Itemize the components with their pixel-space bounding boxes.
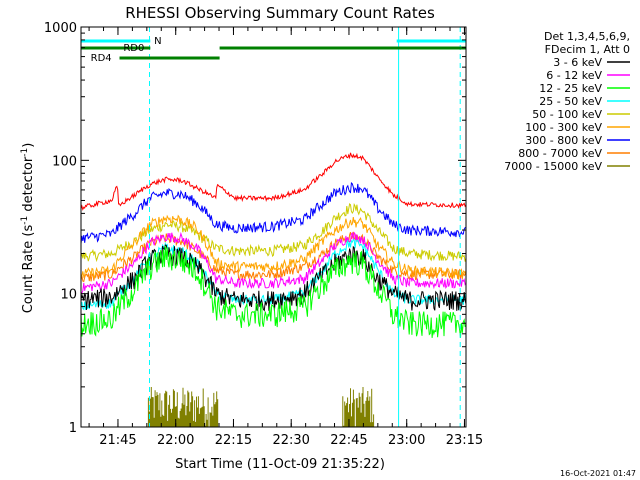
legend: Det 1,3,4,5,6,9,FDecim 1, Att 03 - 6 keV… — [504, 30, 630, 173]
y-axis-label-part1: Count Rate (s — [21, 225, 36, 314]
x-tick-label-2230: 22:30 — [272, 433, 309, 448]
y-tick-label-10: 10 — [60, 288, 77, 303]
x-axis-label: Start Time (11-Oct-09 21:35:22) — [175, 457, 385, 472]
legend-header-1: Det 1,3,4,5,6,9, — [544, 30, 630, 43]
series-50-100-kev — [80, 203, 467, 263]
y-tick-label-1000: 1000 — [44, 21, 77, 36]
legend-header-2: FDecim 1, Att 0 — [545, 43, 630, 56]
x-tick-label-2215: 22:15 — [215, 433, 252, 448]
legend-label-4: 25 - 50 keV — [539, 95, 602, 108]
y-axis-ticks: 1 10 100 1000 — [44, 21, 466, 436]
legend-label-7: 300 - 800 keV — [525, 134, 602, 147]
series-100-300-kev — [80, 214, 467, 281]
series-300-800-kev — [80, 181, 467, 244]
burst-1 — [147, 387, 219, 427]
series-red-trace — [80, 152, 467, 211]
series-6-12-kev — [80, 231, 467, 294]
x-axis-ticks: 21:45 22:00 22:15 22:30 22:45 23:00 23:15 — [88, 27, 483, 448]
x-tick-label-2200: 22:00 — [157, 433, 194, 448]
series-12-25-kev — [80, 245, 467, 338]
y-axis-label: Count Rate (s-1 detector-1) — [20, 143, 36, 314]
legend-label-9: 7000 - 15000 keV — [504, 160, 602, 173]
x-tick-label-2245: 22:45 — [330, 433, 367, 448]
plot-frame — [80, 26, 467, 428]
flag-label-n: N — [154, 36, 161, 47]
chart-title: RHESSI Observing Summary Count Rates — [125, 4, 435, 22]
y-axis-label-part2: detector — [21, 156, 36, 216]
x-tick-label-2315: 23:15 — [446, 433, 483, 448]
y-axis-label-sup2: -1 — [20, 148, 30, 157]
plot-area: N RD0 RD4 — [80, 27, 467, 427]
y-tick-label-1: 1 — [69, 421, 77, 436]
legend-label-5: 50 - 100 keV — [532, 108, 602, 121]
legend-label-3: 12 - 25 keV — [539, 82, 602, 95]
y-tick-label-100: 100 — [52, 154, 77, 169]
footer-timestamp: 16-Oct-2021 01:47 — [560, 469, 636, 478]
series-3-6-kev — [80, 244, 467, 312]
flag-label-rd0: RD0 — [123, 43, 144, 54]
legend-label-1: 3 - 6 keV — [553, 56, 602, 69]
legend-label-8: 800 - 7000 keV — [518, 147, 602, 160]
x-tick-label-2300: 23:00 — [388, 433, 425, 448]
x-tick-label-2145: 21:45 — [99, 433, 136, 448]
legend-label-6: 100 - 300 keV — [525, 121, 602, 134]
y-axis-label-part3: ) — [21, 143, 36, 148]
y-axis-label-sup1: -1 — [20, 216, 30, 225]
legend-label-2: 6 - 12 keV — [546, 69, 602, 82]
burst-2 — [342, 387, 375, 427]
flag-label-rd4: RD4 — [91, 53, 112, 64]
